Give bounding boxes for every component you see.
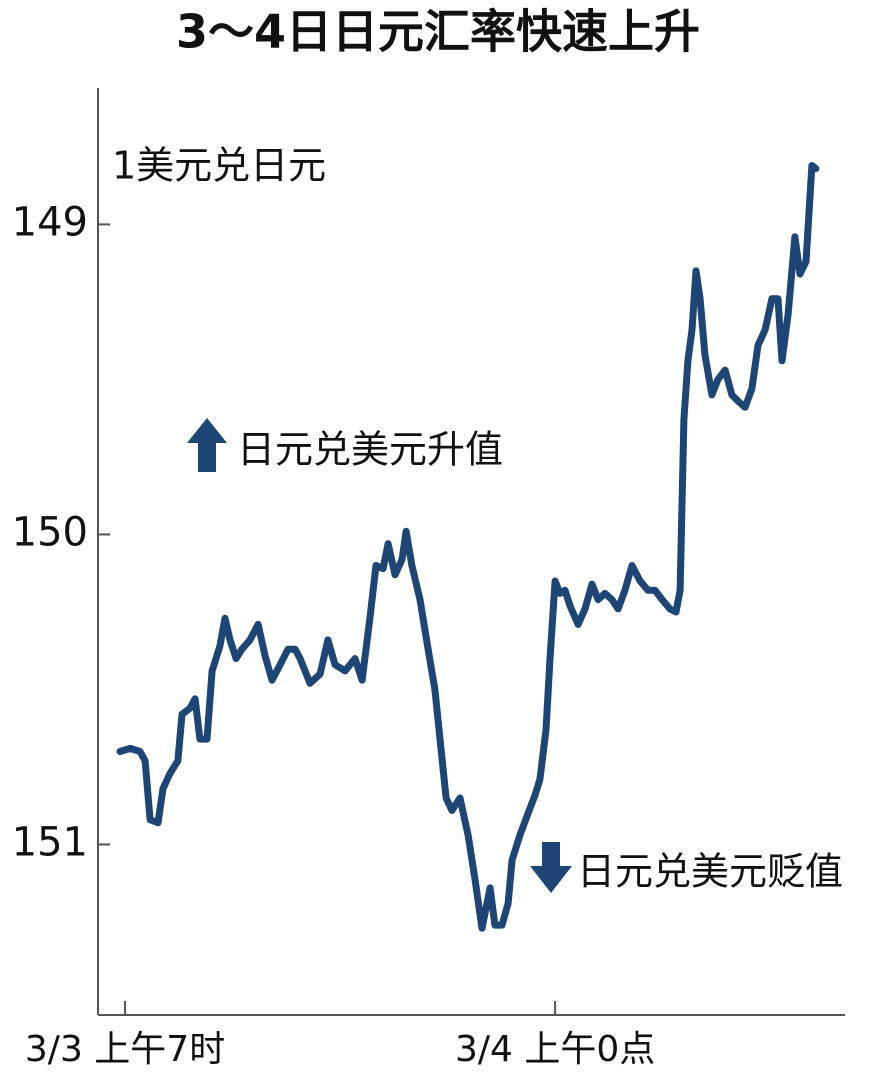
- x-tick-label: 3/3 上午7时: [25, 1029, 225, 1070]
- x-tick-label: 3/4 上午0点: [455, 1029, 655, 1070]
- y-tick-label: 151: [12, 819, 88, 865]
- line-series: [116, 162, 820, 932]
- annotation: 日元兑美元贬值: [577, 850, 843, 894]
- axis-unit-label: 1美元兑日元: [112, 144, 326, 188]
- chart-title: 3～4日日元汇率快速上升: [176, 5, 700, 59]
- y-tick-label: 150: [12, 509, 88, 555]
- down-arrow: [530, 842, 572, 893]
- annotation: 日元兑美元升值: [237, 428, 503, 472]
- up-arrow: [187, 418, 227, 472]
- y-tick-label: 149: [12, 199, 88, 245]
